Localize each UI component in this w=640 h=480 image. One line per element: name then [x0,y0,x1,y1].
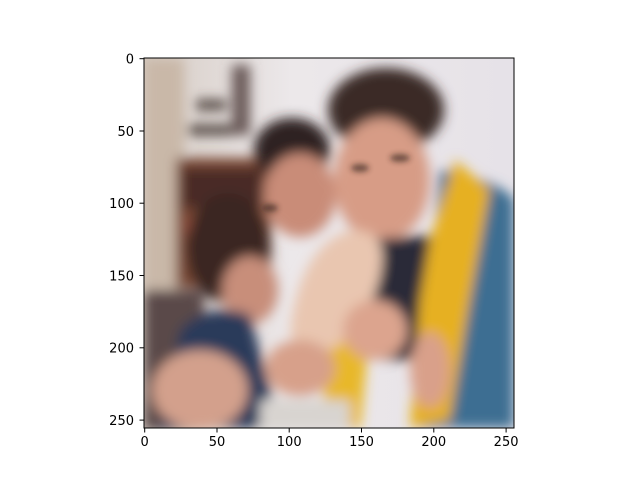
y-axis: 0 50 100 150 200 250 [109,53,144,429]
y-tick-label: 250 [109,414,134,429]
photo-image [144,58,514,428]
y-tick-label: 100 [109,197,134,212]
x-tick-label: 100 [277,435,302,450]
y-tick-label: 150 [109,269,134,284]
x-tick-label: 150 [349,435,374,450]
x-tick-label: 250 [494,435,519,450]
x-tick-label: 0 [141,435,149,450]
x-tick-label: 50 [209,435,226,450]
axes-frame [143,57,515,429]
y-tick-label: 200 [109,342,134,357]
y-tick-label: 0 [126,53,134,68]
x-tick-label: 200 [421,435,446,450]
y-tick-label: 50 [117,125,134,140]
x-axis: 0 50 100 150 200 250 [141,428,519,450]
